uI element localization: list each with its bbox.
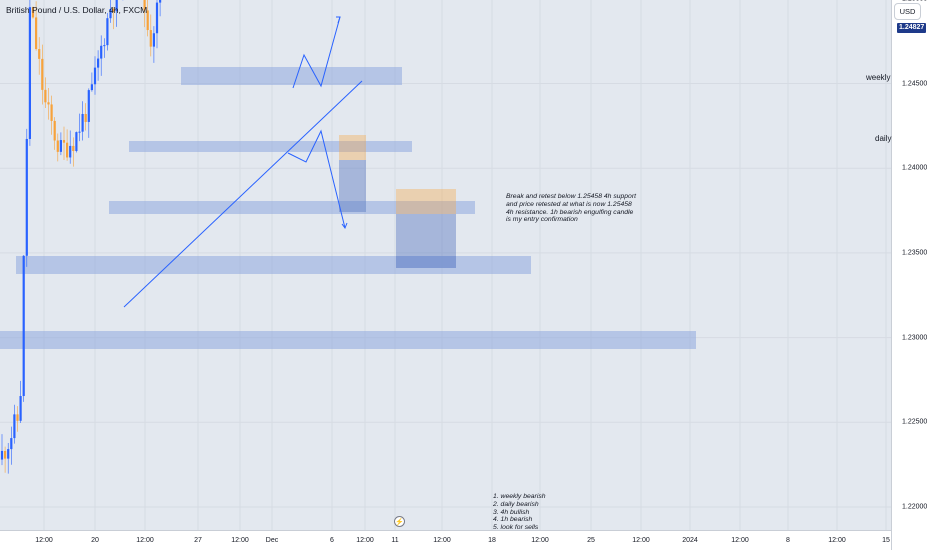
candle-body — [31, 7, 35, 18]
time-tick-label: 18 — [488, 537, 496, 544]
currency-button[interactable]: USD — [894, 3, 921, 20]
sr-zone[interactable] — [109, 201, 475, 214]
time-tick-label: 12:00 — [632, 537, 650, 544]
candle-body — [149, 30, 152, 47]
candle-body — [84, 113, 87, 122]
candle-body — [7, 449, 10, 459]
price-axis[interactable] — [891, 0, 932, 550]
candle-body — [13, 414, 16, 439]
projection-path[interactable] — [292, 16, 341, 89]
time-tick-label: 6 — [330, 537, 334, 544]
candle-body — [44, 89, 47, 103]
sr-zone[interactable] — [129, 141, 412, 152]
candle-body — [90, 84, 93, 91]
price-tick-label: 1.24500 — [902, 80, 928, 87]
trade-note[interactable]: Break and retest below 1.25458 4h suppor… — [506, 193, 636, 224]
time-tick-label: 12:00 — [731, 537, 749, 544]
candle-body — [19, 396, 22, 421]
price-tick-label: 1.24000 — [902, 164, 928, 172]
time-tick-label: 12:00 — [35, 537, 53, 544]
take-profit-box[interactable] — [396, 214, 456, 268]
time-tick-label: 15 — [882, 537, 890, 544]
trend-line[interactable] — [123, 80, 363, 308]
candles[interactable] — [0, 0, 400, 474]
sr-zone[interactable] — [0, 331, 696, 349]
weekly-line-label: weekly — [866, 73, 891, 82]
price-tick-label: 1.22500 — [902, 418, 928, 426]
time-tick-label: 2024 — [682, 537, 698, 544]
candle-body — [4, 450, 7, 459]
candle-body — [81, 113, 84, 132]
candle-body — [35, 17, 38, 50]
candle-body — [25, 138, 28, 256]
lightning-icon[interactable]: ⚡ — [394, 516, 405, 527]
zones — [0, 67, 696, 349]
candle-body — [97, 58, 100, 68]
candle-body — [22, 255, 25, 397]
candle-body — [93, 67, 97, 85]
price-tick-label: 1.22000 — [902, 503, 928, 511]
candle-body — [87, 90, 90, 122]
price-tick-label: 1.23500 — [902, 249, 928, 257]
candle-body — [106, 18, 109, 46]
candle-body — [59, 140, 62, 152]
candle-body — [100, 45, 103, 59]
time-tick-label: 11 — [391, 537, 399, 544]
chart-area[interactable] — [0, 0, 891, 530]
candle-body — [146, 10, 149, 31]
candle-body — [78, 131, 81, 133]
sr-zone[interactable] — [396, 256, 456, 268]
time-tick-label: 12:00 — [433, 537, 451, 544]
candle-body — [41, 58, 44, 90]
candle-body — [28, 7, 31, 139]
time-tick-label: 27 — [194, 537, 202, 544]
daily-line-label: daily — [875, 134, 892, 143]
candle-body — [159, 0, 162, 3]
candle-body — [53, 120, 56, 141]
candle-body — [69, 145, 72, 158]
time-tick-label: Dec — [265, 537, 279, 544]
candle-body — [50, 104, 53, 121]
candle-body — [47, 102, 50, 105]
checklist-note[interactable]: 1. weekly bearish 2. daily bearish 3. 4h… — [493, 493, 546, 532]
candle-body — [0, 450, 4, 460]
time-tick-label: 12:00 — [531, 537, 549, 544]
candle-body — [155, 2, 159, 34]
symbol-title: British Pound / U.S. Dollar, 4h, FXCM — [6, 5, 148, 15]
take-profit-box[interactable] — [339, 160, 366, 212]
stop-loss-box[interactable] — [396, 189, 456, 214]
arrow-icon — [336, 16, 341, 24]
candle-body — [72, 145, 75, 152]
candle-body — [56, 140, 59, 152]
time-tick-label: 8 — [786, 537, 790, 544]
candle-body — [115, 0, 118, 12]
time-tick-label: 12:00 — [828, 537, 846, 544]
projection-path[interactable] — [287, 129, 346, 229]
candle-body — [62, 140, 66, 143]
time-tick-label: 12:00 — [356, 537, 374, 544]
candle-body — [66, 142, 69, 158]
arrow-icon — [341, 222, 348, 230]
candle-body — [75, 132, 78, 152]
time-axis[interactable] — [0, 530, 891, 550]
price-tag: 1.24827 — [897, 23, 927, 34]
candle-body — [10, 438, 13, 450]
candle-body — [109, 9, 112, 19]
time-tick-label: 20 — [91, 537, 99, 544]
time-tick-label: 25 — [587, 537, 595, 544]
time-tick-label: 12:00 — [231, 537, 249, 544]
price-tick-label: 1.25000 — [902, 0, 927, 2]
price-tick-label: 1.23000 — [902, 334, 928, 342]
candle-body — [103, 45, 106, 47]
stop-loss-box[interactable] — [339, 135, 366, 160]
time-tick-label: 12:00 — [136, 537, 154, 544]
sr-zone[interactable] — [181, 67, 402, 85]
candle-body — [38, 49, 41, 59]
candle-body — [143, 0, 146, 11]
candle-body — [16, 414, 19, 421]
candle-body — [112, 9, 115, 12]
candle-body — [152, 33, 155, 47]
